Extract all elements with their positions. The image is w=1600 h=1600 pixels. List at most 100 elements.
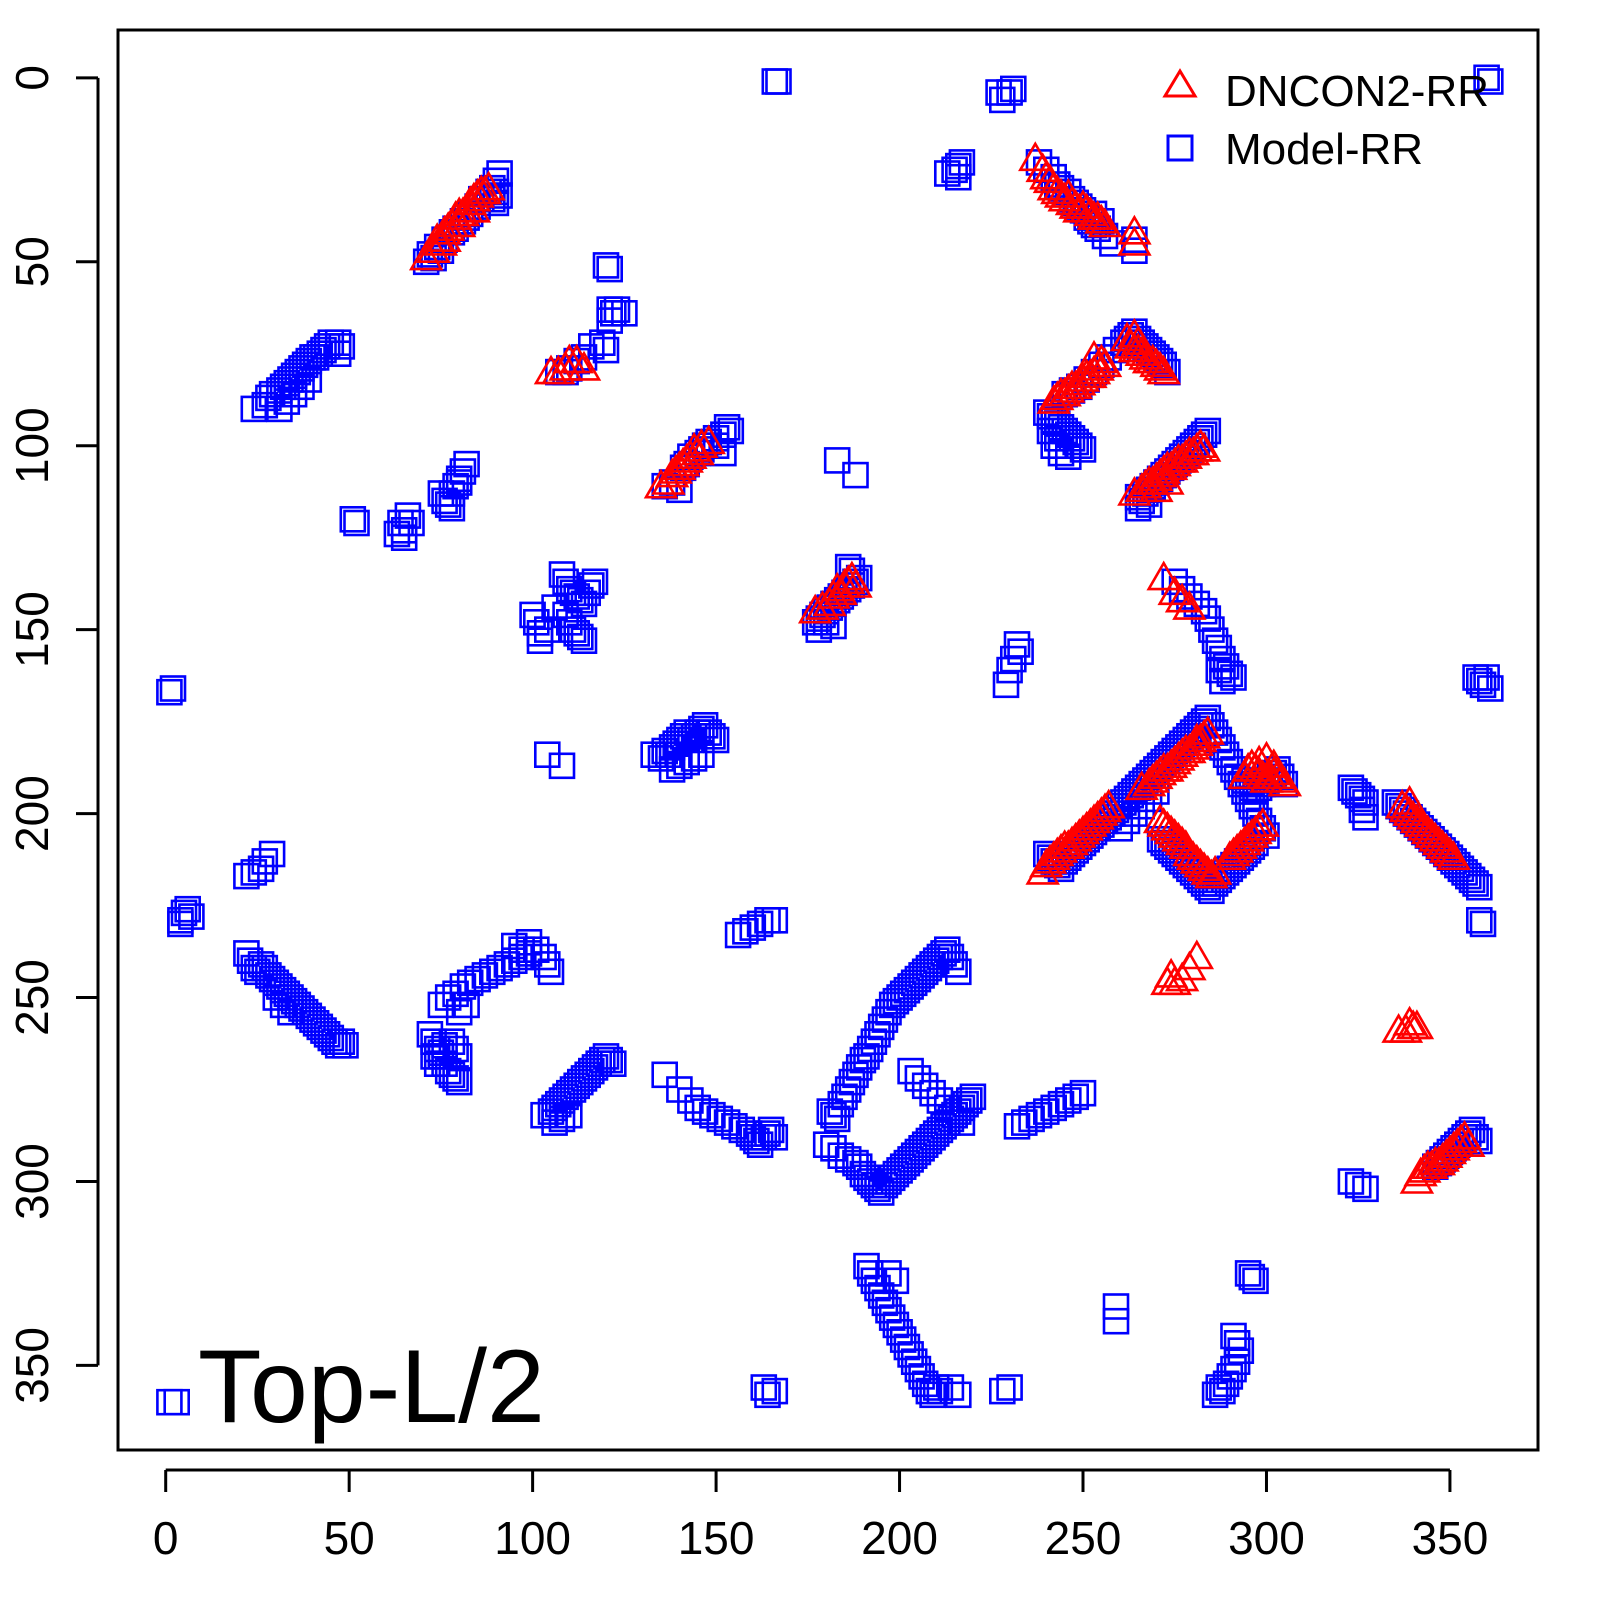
dncon2-rr-point: [1249, 740, 1284, 771]
model-rr-point: [1176, 583, 1203, 610]
model-rr-point: [717, 417, 745, 445]
model-rr-point: [754, 1381, 781, 1409]
dncon2-rr-point: [1153, 814, 1189, 845]
model-rr-point: [761, 1377, 789, 1405]
dncon2-rr-point: [1183, 428, 1218, 459]
model-rr-point: [739, 914, 767, 941]
model-rr-point: [992, 671, 1020, 699]
model-rr-point: [1352, 789, 1379, 816]
model-rr-point: [156, 678, 183, 706]
dncon2-rr-point: [1256, 748, 1292, 779]
model-rr-point: [295, 366, 323, 393]
dncon2-rr-point: [1117, 225, 1152, 256]
model-rr-point: [324, 340, 352, 368]
y-tick-label: 150: [6, 591, 58, 668]
model-rr-point: [310, 336, 337, 364]
model-rr-point: [563, 619, 591, 647]
model-rr-point: [823, 447, 851, 474]
model-rr-point: [944, 163, 972, 191]
dncon2-rr-point: [1087, 207, 1123, 238]
dncon2-rr-point: [1186, 718, 1222, 749]
model-rr-point: [999, 75, 1027, 103]
model-rr-point: [258, 840, 286, 868]
dncon2-rr-point: [684, 428, 719, 459]
model-rr-point: [533, 951, 561, 978]
dncon2-rr-point: [1197, 854, 1233, 885]
model-rr-point: [438, 494, 466, 522]
dncon2-rr-point: [1058, 369, 1093, 400]
dncon2-rr-point: [1120, 325, 1156, 356]
dncon2-rr-point: [1421, 825, 1457, 856]
dncon2-rr-point: [1429, 832, 1464, 863]
x-tick-label: 250: [1045, 1512, 1122, 1564]
dncon2-rr-point: [1150, 751, 1185, 782]
model-rr-point: [757, 1116, 785, 1144]
dncon2-rr-point: [467, 174, 503, 205]
model-rr-point: [273, 388, 301, 415]
dncon2-rr-point: [1051, 829, 1086, 860]
model-rr-point: [933, 1094, 961, 1122]
model-rr-point: [1466, 906, 1493, 934]
model-rr-point: [996, 656, 1023, 684]
model-rr-point: [611, 299, 638, 327]
model-rr-point: [328, 1028, 356, 1055]
model-rr-point: [592, 1043, 620, 1070]
model-rr-point: [1348, 796, 1376, 824]
dncon2-rr-point: [1087, 792, 1123, 823]
model-rr-point: [1102, 1307, 1130, 1335]
model-rr-point: [570, 627, 598, 655]
dncon2-rr-point: [1161, 821, 1196, 852]
dncon2-rr-series: [408, 141, 1486, 1194]
dncon2-rr-point: [1451, 1127, 1486, 1157]
model-rr-point: [1337, 1168, 1365, 1195]
y-tick-label: 250: [6, 959, 58, 1036]
model-rr-point: [746, 910, 774, 938]
model-rr-point: [1220, 1322, 1247, 1350]
model-rr-point: [262, 984, 290, 1011]
model-rr-point: [944, 1381, 972, 1409]
model-rr-point: [1201, 627, 1229, 655]
dncon2-rr-point: [1153, 957, 1189, 988]
model-rr-point: [596, 307, 624, 334]
model-rr-point: [541, 1109, 568, 1136]
model-rr-point: [922, 1374, 950, 1401]
model-rr-point: [599, 1050, 627, 1077]
model-rr-point: [937, 1374, 965, 1401]
model-rr-point: [442, 1065, 469, 1092]
model-rr-point: [339, 505, 367, 533]
dncon2-rr-point: [691, 424, 726, 455]
dncon2-rr-point: [1040, 174, 1075, 205]
dncon2-rr-point: [566, 350, 602, 381]
dncon2-rr-point: [1234, 748, 1270, 779]
model-rr-point: [445, 998, 473, 1026]
model-rr-point: [592, 252, 620, 279]
dncon2-rr-point: [1157, 575, 1192, 606]
panel-label: Top-L/2: [198, 1329, 545, 1445]
model-rr-point: [167, 910, 194, 938]
x-tick-label: 100: [494, 1512, 571, 1564]
dncon2-rr-point: [1425, 829, 1460, 860]
model-rr-point: [269, 991, 297, 1019]
dncon2-rr-point: [1065, 188, 1101, 219]
model-rr-point: [577, 572, 605, 599]
x-tick-label: 0: [153, 1512, 179, 1564]
model-rr-point: [673, 748, 701, 776]
model-rr-point: [343, 509, 370, 537]
model-rr-point: [537, 958, 565, 986]
model-rr-point: [592, 336, 620, 364]
model-rr-point: [897, 1057, 924, 1085]
model-rr-point: [1205, 1374, 1233, 1401]
model-rr-point: [159, 675, 187, 702]
dncon2-rr-point: [1117, 475, 1152, 506]
dncon2-rr-point: [1183, 847, 1218, 878]
dncon2-rr-point: [1399, 803, 1435, 834]
dncon2-rr-point: [1080, 799, 1115, 830]
model-rr-point: [280, 380, 308, 408]
dncon2-rr-point: [456, 181, 492, 212]
model-rr-point: [919, 1381, 946, 1409]
model-rr-point: [332, 1032, 359, 1059]
dncon2-rr-point: [1146, 560, 1181, 591]
dncon2-rr-point: [1403, 1156, 1438, 1187]
model-rr-point: [955, 1087, 983, 1114]
model-rr-point: [530, 943, 557, 971]
